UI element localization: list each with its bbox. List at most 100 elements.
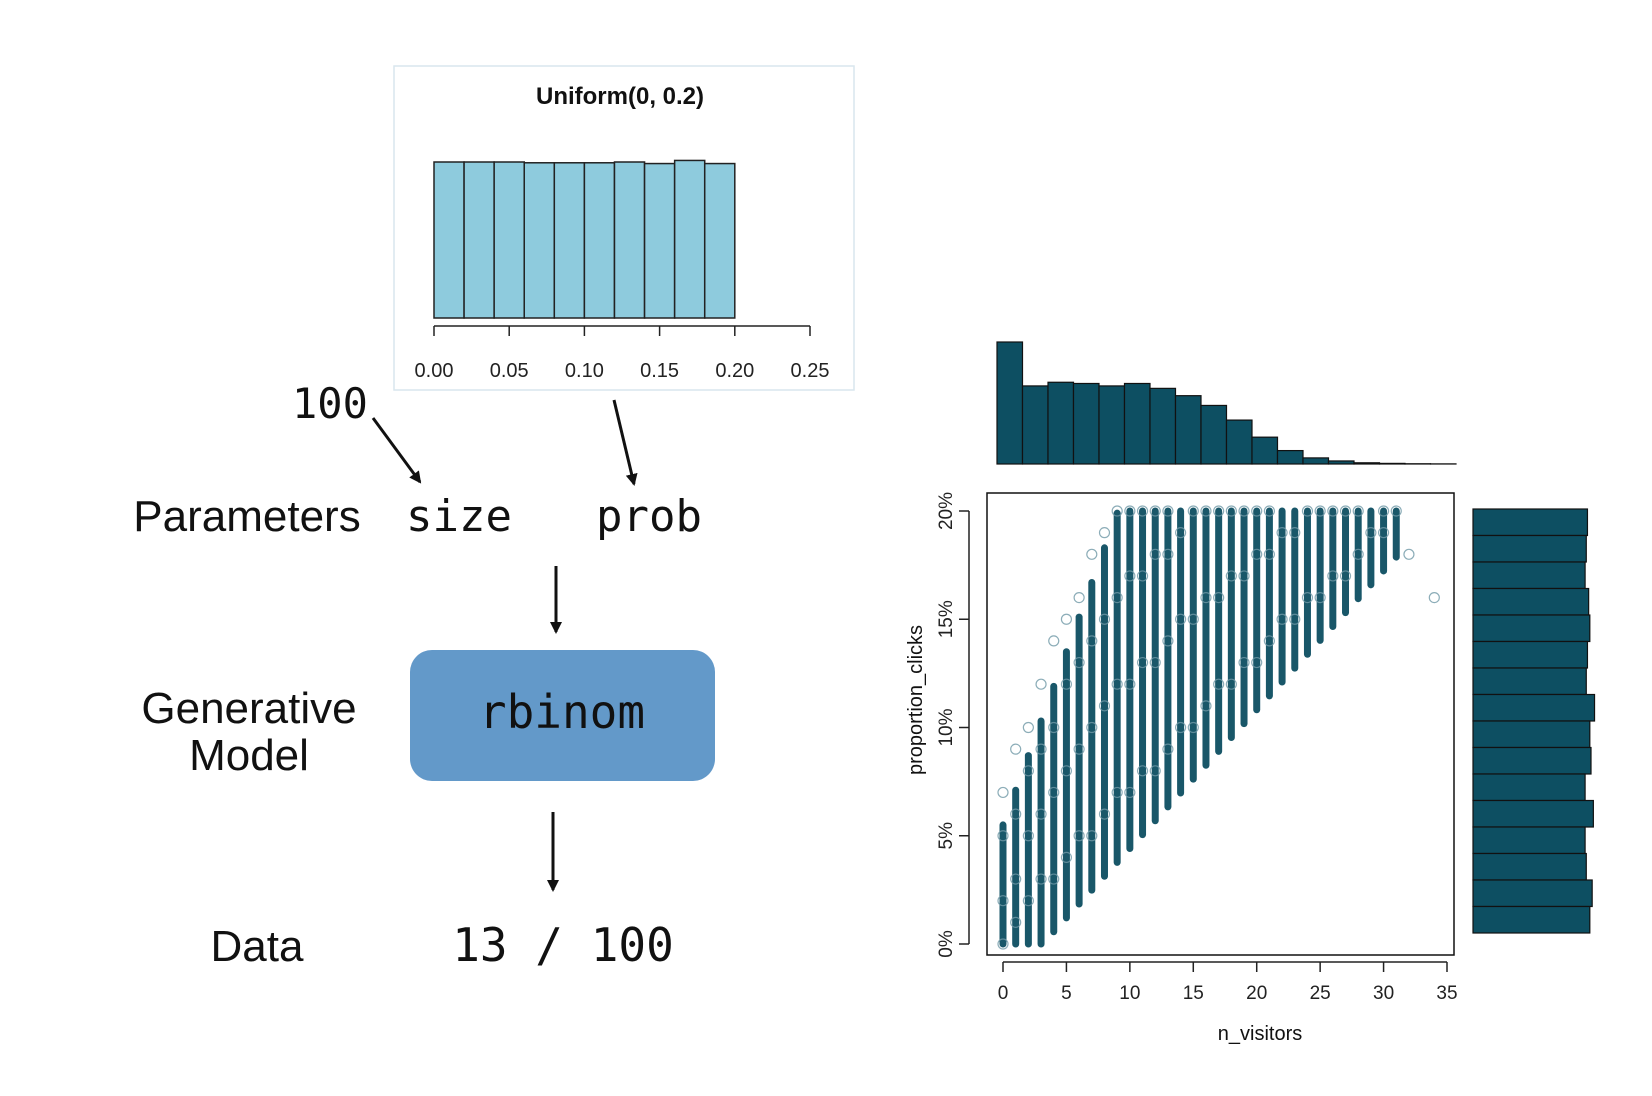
scatter-point xyxy=(1124,678,1136,690)
scatter-point xyxy=(1162,505,1174,517)
scatter-x-tick-label: 20 xyxy=(1246,983,1267,1004)
scatter-y-tick-label: 15% xyxy=(936,600,957,638)
right-hist-bar xyxy=(1472,852,1587,881)
top-hist-bar xyxy=(1123,382,1151,465)
scatter-point xyxy=(1301,591,1314,604)
scatter-x-tick-label: 5 xyxy=(1061,983,1072,1004)
scatter-point xyxy=(1136,570,1149,582)
data-label: Data xyxy=(211,922,304,971)
right-hist-bar xyxy=(1472,534,1587,563)
model-name: rbinom xyxy=(479,685,645,739)
top-hist-bar xyxy=(1225,419,1253,465)
scatter-x-tick-label: 30 xyxy=(1373,983,1394,1004)
scatter-point xyxy=(1403,548,1415,560)
right-hist-bar xyxy=(1472,720,1591,749)
scatter-point xyxy=(1200,505,1212,517)
scatter-point xyxy=(1263,505,1276,517)
prior-tick-label: 0.20 xyxy=(715,360,754,382)
prior-bar xyxy=(643,162,676,319)
scatter-point xyxy=(1187,505,1199,517)
prior-title: Uniform(0, 0.2) xyxy=(536,83,704,110)
prior-tick-label: 0.15 xyxy=(640,360,679,382)
scatter-point xyxy=(1073,830,1085,842)
scatter-point xyxy=(1111,505,1123,517)
arrow-size xyxy=(371,417,422,484)
scatter-point xyxy=(1276,613,1288,625)
scatter-x-tick-label: 10 xyxy=(1119,983,1140,1004)
prior-bar xyxy=(463,161,495,319)
generative-label: Generative xyxy=(141,684,356,733)
scatter-y-tick-label: 10% xyxy=(936,708,957,746)
model-box xyxy=(410,650,715,781)
top-hist-bar xyxy=(1378,462,1406,465)
scatter-point xyxy=(997,786,1009,799)
scatter-point xyxy=(1022,895,1034,907)
scatter-point xyxy=(1377,505,1390,517)
prior-bar xyxy=(583,162,616,319)
scatter-point xyxy=(1289,527,1301,539)
scatter-point xyxy=(1124,505,1136,517)
scatter-point xyxy=(1339,570,1352,582)
scatter-point xyxy=(1314,505,1326,517)
top-marginal-histogram xyxy=(996,341,1457,465)
scatter-point xyxy=(1238,656,1250,669)
scatter-point xyxy=(1301,505,1314,517)
scatter-point xyxy=(1048,635,1060,647)
scatter-point xyxy=(1048,873,1060,885)
scatter-x-tick-label: 35 xyxy=(1436,983,1457,1004)
right-hist-bar xyxy=(1472,693,1596,722)
scatter-x-tick-label: 25 xyxy=(1310,983,1331,1004)
scatter-point xyxy=(1174,527,1187,539)
scatter-point xyxy=(1314,591,1326,604)
scatter-point xyxy=(1149,505,1161,517)
arrow-prob xyxy=(612,399,638,486)
top-hist-bar xyxy=(1200,404,1228,465)
prior-tick-label: 0.10 xyxy=(565,360,604,382)
prior-tick-label: 0.00 xyxy=(415,360,454,382)
right-hist-bar xyxy=(1472,905,1591,934)
top-hist-bar xyxy=(1072,382,1100,465)
parameters-label: Parameters xyxy=(133,492,360,541)
right-hist-bar xyxy=(1472,879,1593,908)
scatter-y-axis: 0% 5% 10% 15% 20% xyxy=(936,492,970,958)
scatter-point xyxy=(997,830,1009,842)
prior-tick-label: 0.25 xyxy=(791,360,830,382)
right-hist-bar xyxy=(1472,773,1586,802)
size-param: size xyxy=(406,491,512,542)
scatter-points xyxy=(997,505,1440,950)
scatter-point xyxy=(1060,613,1073,625)
scatter-point xyxy=(1111,678,1123,690)
scatter-point xyxy=(1162,548,1174,560)
scatter-point xyxy=(997,895,1009,907)
scatter-y-tick-label: 5% xyxy=(936,822,957,850)
scatter-point xyxy=(1048,721,1060,734)
right-hist-bar xyxy=(1472,508,1589,537)
scatter-point xyxy=(1060,678,1073,690)
scatter-point xyxy=(1086,548,1098,560)
scatter-point xyxy=(1048,786,1060,799)
top-hist-bar xyxy=(1149,387,1177,465)
scatter-point xyxy=(1098,700,1111,712)
scatter-point xyxy=(1225,570,1237,582)
scatter-point xyxy=(1035,873,1047,885)
top-hist-bar xyxy=(1047,381,1075,465)
top-hist-bar xyxy=(1302,457,1330,465)
scatter-point xyxy=(1086,721,1098,734)
right-hist-bar xyxy=(1472,614,1591,643)
scatter-point xyxy=(1174,721,1187,734)
scatter-point xyxy=(1022,830,1034,842)
scatter-point xyxy=(1276,527,1288,539)
top-hist-bar xyxy=(1353,462,1381,465)
scatter-point xyxy=(1174,613,1187,625)
scatter-point xyxy=(1060,851,1073,864)
scatter-x-axis: 0 5 10 15 20 25 30 35 xyxy=(998,961,1458,1004)
prior-bar xyxy=(433,161,465,319)
scatter-point xyxy=(1010,873,1022,885)
scatter-point xyxy=(1263,635,1276,647)
scatter-point xyxy=(1428,591,1440,604)
right-hist-bar xyxy=(1472,640,1589,669)
scatter-point xyxy=(1263,548,1276,560)
scatter-point xyxy=(1098,527,1111,539)
scatter-point xyxy=(1022,721,1034,734)
